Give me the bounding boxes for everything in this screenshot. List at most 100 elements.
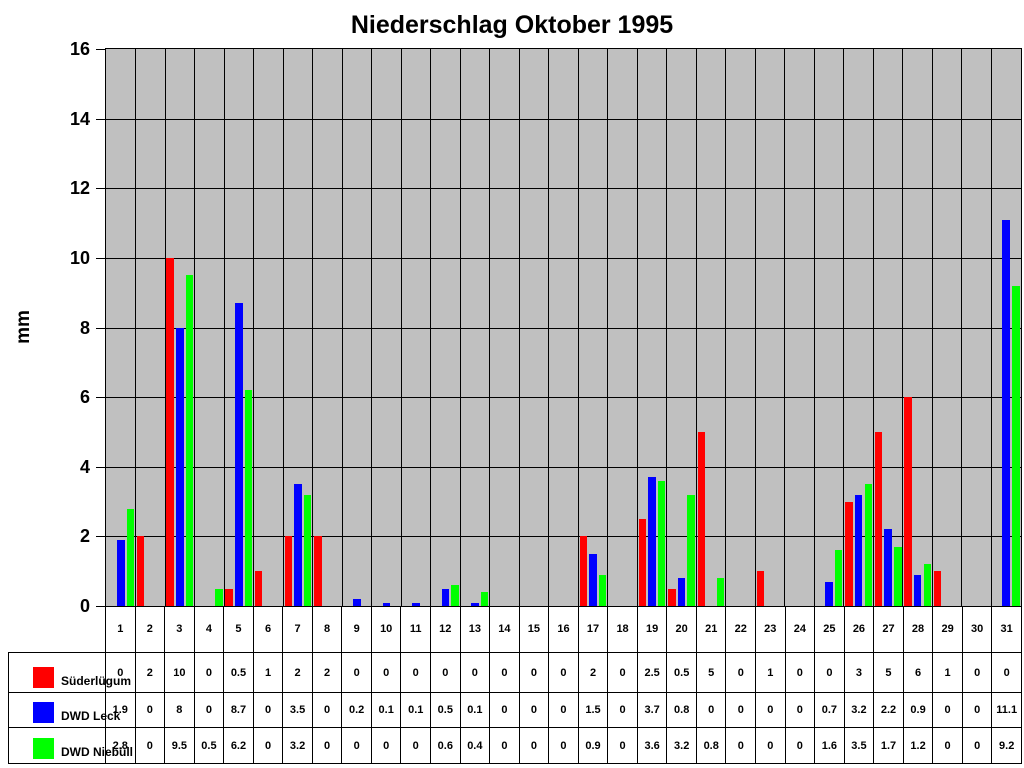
- bar-süderlügum-day-23: [756, 571, 765, 606]
- bar-dwd-leck-day-31: [1002, 219, 1010, 606]
- value-cell-dwd-niebüll-day-19: 3.6: [637, 728, 668, 764]
- bar-dwd-niebüll-day-5: [244, 390, 253, 606]
- value-cell-dwd-leck-day-25: 0.7: [815, 693, 845, 728]
- value-cell-dwd-niebüll-day-9: 0: [342, 728, 372, 764]
- gridline-vertical-day-15: [548, 49, 550, 606]
- value-cell-dwd-niebüll-day-20: 3.2: [667, 728, 697, 764]
- value-cell-dwd-niebüll-day-22: 0: [726, 728, 757, 764]
- value-cell-dwd-leck-day-19: 3.7: [637, 693, 668, 728]
- value-cell-dwd-niebüll-day-29: 0: [933, 728, 963, 764]
- value-cell-dwd-leck-day-6: 0: [253, 693, 284, 728]
- gridline-vertical-day-25: [843, 49, 845, 606]
- y-tick-mark-16: [96, 49, 105, 50]
- bar-dwd-niebüll-day-13: [480, 592, 489, 606]
- value-cell-dwd-niebüll-day-27: 1.7: [874, 728, 904, 764]
- value-cell-süderlügum-day-18: 0: [608, 653, 638, 693]
- y-tick-label-8: 8: [79, 317, 90, 338]
- gridline-vertical-day-2: [164, 49, 166, 606]
- table-row-süderlügum: Süderlügum 0 2 10 0 0.5 1 2 2 0 0 0 0 0 0 0 0 2 0 2.5 0.5 5 0 1…: [9, 653, 1022, 693]
- y-tick-mark-0: [96, 606, 105, 607]
- day-label-29: 29: [933, 606, 963, 652]
- value-cell-dwd-leck-day-9: 0.2: [342, 693, 372, 728]
- bar-süderlügum-day-26: [845, 501, 853, 606]
- value-cell-süderlügum-day-31: 0: [992, 653, 1022, 693]
- day-label-20: 20: [667, 606, 697, 652]
- day-label-26: 26: [845, 606, 875, 652]
- value-cell-dwd-niebüll-day-21: 0.8: [696, 728, 727, 764]
- y-tick-mark-14: [96, 118, 105, 120]
- legend-swatch-dwd-leck: [33, 702, 54, 723]
- gridline-vertical-day-9: [371, 49, 373, 606]
- value-cell-dwd-niebüll-day-15: 0: [519, 728, 550, 764]
- table-row-dwd-leck: DWD Leck 1.9 0 8 0 8.7 0 3.5 0 0.2 0.1 0.1 0.5 0.1 0 0 0…: [9, 693, 1022, 728]
- bar-süderlügum-day-27: [874, 431, 883, 606]
- value-cell-dwd-leck-day-13: 0.1: [460, 693, 491, 728]
- bar-dwd-niebüll-day-3: [185, 275, 194, 606]
- gridline-horizontal-8: [106, 327, 1021, 329]
- value-cell-süderlügum-day-3: 10: [165, 653, 195, 693]
- y-tick-label-4: 4: [79, 456, 90, 477]
- day-label-17: 17: [579, 606, 609, 652]
- value-cell-süderlügum-day-17: 2: [578, 653, 609, 693]
- day-label-31: 31: [992, 606, 1022, 652]
- gridline-vertical-day-7: [312, 49, 314, 606]
- bar-dwd-leck-day-1: [117, 539, 125, 606]
- value-cell-süderlügum-day-13: 0: [460, 653, 491, 693]
- day-label-25: 25: [815, 606, 845, 652]
- gridline-vertical-day-4: [223, 49, 225, 606]
- value-cell-dwd-leck-day-11: 0.1: [401, 693, 432, 728]
- bar-dwd-leck-day-26: [854, 494, 863, 606]
- bar-süderlügum-day-6: [254, 571, 263, 606]
- bar-dwd-leck-day-19: [648, 477, 656, 606]
- gridline-vertical-day-13: [489, 49, 491, 606]
- value-cell-dwd-leck-day-30: 0: [962, 693, 993, 728]
- value-cell-süderlügum-day-12: 0: [431, 653, 461, 693]
- gridline-vertical-day-5: [253, 49, 255, 606]
- day-label-19: 19: [638, 606, 668, 652]
- bar-dwd-niebüll-day-31: [1012, 285, 1020, 606]
- value-cell-dwd-leck-day-4: 0: [194, 693, 225, 728]
- gridline-horizontal-14: [106, 118, 1021, 120]
- gridline-vertical-day-27: [902, 49, 904, 606]
- gridline-vertical-day-1: [135, 49, 137, 606]
- value-cell-dwd-niebüll-day-8: 0: [312, 728, 343, 764]
- value-cell-dwd-niebüll-day-25: 1.6: [815, 728, 845, 764]
- value-cell-dwd-leck-day-23: 0: [756, 693, 786, 728]
- value-cell-dwd-leck-day-3: 8: [165, 693, 195, 728]
- x-axis-day-row: 1 2 3 4 5 6 7 8 9 10 11 12 13 14 15 16 17 18 19 20 21 22 23 24 2…: [105, 606, 1022, 652]
- value-cell-dwd-niebüll-day-26: 3.5: [844, 728, 875, 764]
- bar-dwd-leck-day-3: [176, 327, 184, 606]
- value-cell-süderlügum-day-24: 0: [785, 653, 816, 693]
- day-label-5: 5: [224, 606, 254, 652]
- gridline-vertical-day-17: [607, 49, 609, 606]
- gridline-vertical-day-16: [577, 49, 579, 606]
- gridline-vertical-day-11: [430, 49, 432, 606]
- bar-dwd-niebüll-day-25: [834, 550, 843, 606]
- legend-label: DWD Leck: [61, 709, 121, 723]
- y-tick-mark-10: [96, 257, 105, 259]
- bar-süderlügum-day-8: [314, 536, 322, 606]
- value-cell-süderlügum-day-4: 0: [194, 653, 225, 693]
- y-tick-label-14: 14: [69, 108, 90, 129]
- bar-dwd-niebüll-day-12: [451, 585, 459, 606]
- value-cell-dwd-leck-day-7: 3.5: [283, 693, 313, 728]
- value-cell-dwd-leck-day-8: 0: [312, 693, 343, 728]
- y-tick-label-2: 2: [79, 526, 90, 547]
- day-label-9: 9: [342, 606, 372, 652]
- gridline-vertical-day-20: [695, 49, 697, 606]
- value-cell-süderlügum-day-9: 0: [342, 653, 372, 693]
- value-cell-dwd-leck-day-10: 0.1: [371, 693, 402, 728]
- value-cell-dwd-niebüll-day-11: 0: [401, 728, 432, 764]
- gridline-horizontal-12: [106, 188, 1021, 190]
- value-cell-dwd-niebüll-day-16: 0: [549, 728, 579, 764]
- gridline-vertical-day-28: [931, 49, 933, 606]
- y-tick-mark-6: [96, 397, 105, 399]
- value-cell-süderlügum-day-1: 0: [106, 653, 136, 693]
- gridline-horizontal-2: [106, 536, 1021, 538]
- day-label-8: 8: [313, 606, 343, 652]
- value-cell-süderlügum-day-28: 6: [903, 653, 934, 693]
- gridline-vertical-day-3: [194, 49, 196, 606]
- day-label-24: 24: [786, 606, 816, 652]
- value-cell-dwd-leck-day-1: 1.9: [106, 693, 136, 728]
